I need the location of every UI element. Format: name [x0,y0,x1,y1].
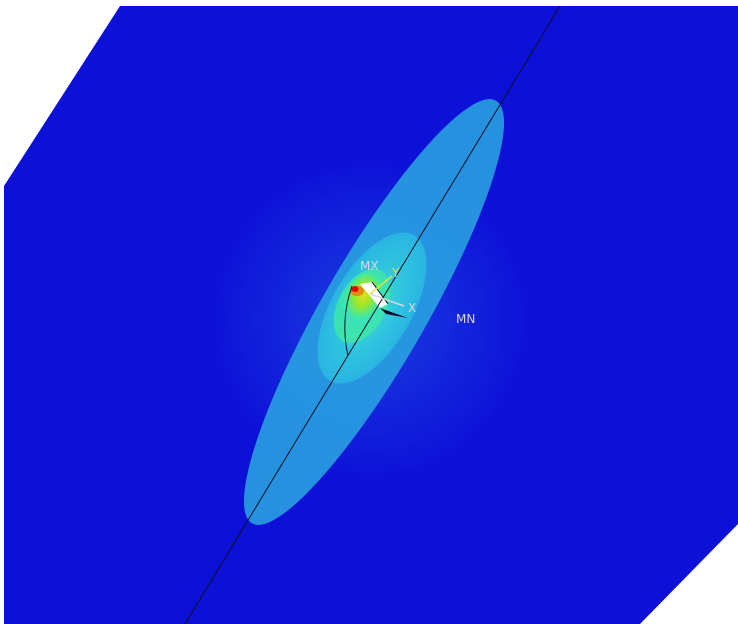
crack-edge [371,281,389,305]
max-stress-core [351,286,359,292]
axis-x-label: X [408,301,416,315]
triad-axis-y [369,275,393,295]
triad-axis-x [369,293,405,307]
max-label: MX [360,259,379,273]
crack-line [184,5,561,624]
axis-y-label: Y [391,266,400,280]
min-label: MN [456,312,475,326]
crack-tail [380,308,408,318]
crack-arc [344,285,353,357]
